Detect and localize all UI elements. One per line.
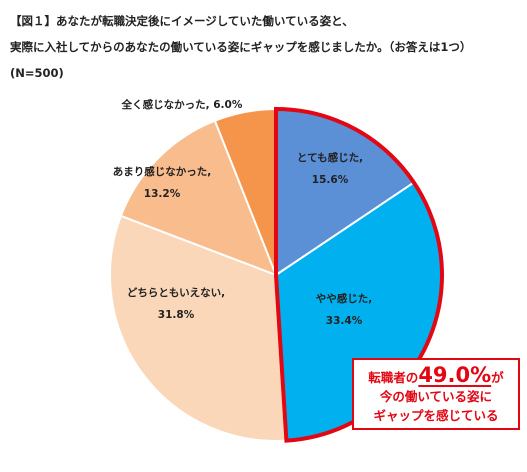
callout-line-3: ギャップを感じている bbox=[373, 408, 499, 423]
slice-value-4: 13.2% bbox=[144, 188, 181, 200]
slice-value-1: 15.6% bbox=[312, 174, 349, 186]
slice-label-3: どちらともいえない, bbox=[127, 286, 225, 299]
highlight-callout: 転職者の49.0%が 今の働いている姿に ギャップを感じている bbox=[352, 358, 520, 430]
callout-percentage: 49.0% bbox=[418, 363, 492, 387]
pie-slice-3 bbox=[109, 214, 288, 442]
pie-slice-4 bbox=[119, 119, 278, 277]
callout-line-2: 今の働いている姿に bbox=[379, 389, 493, 404]
title-line-1: 【図１】あなたが転職決定後にイメージしていた働いている姿と、 bbox=[10, 14, 354, 28]
slice-label-5: 全く感じなかった, 6.0% bbox=[121, 98, 243, 111]
slice-value-3: 31.8% bbox=[158, 309, 195, 321]
callout-prefix: 転職者の bbox=[368, 370, 419, 385]
slice-label-4: あまり感じなかった, bbox=[113, 165, 212, 178]
callout-line-1: 転職者の49.0%が bbox=[354, 363, 518, 387]
callout-suffix: が bbox=[491, 370, 504, 385]
title-line-3: (N=500) bbox=[10, 66, 64, 80]
slice-value-2: 33.4% bbox=[326, 315, 363, 327]
title-line-2: 実際に入社してからのあなたの働いている姿にギャップを感じましたか。（お答えは1つ… bbox=[10, 40, 472, 54]
slice-label-1: とても感じた, bbox=[297, 151, 363, 164]
slice-label-2: やや感じた, bbox=[316, 292, 373, 305]
chart-title: 【図１】あなたが転職決定後にイメージしていた働いている姿と、 実際に入社してから… bbox=[10, 8, 520, 86]
